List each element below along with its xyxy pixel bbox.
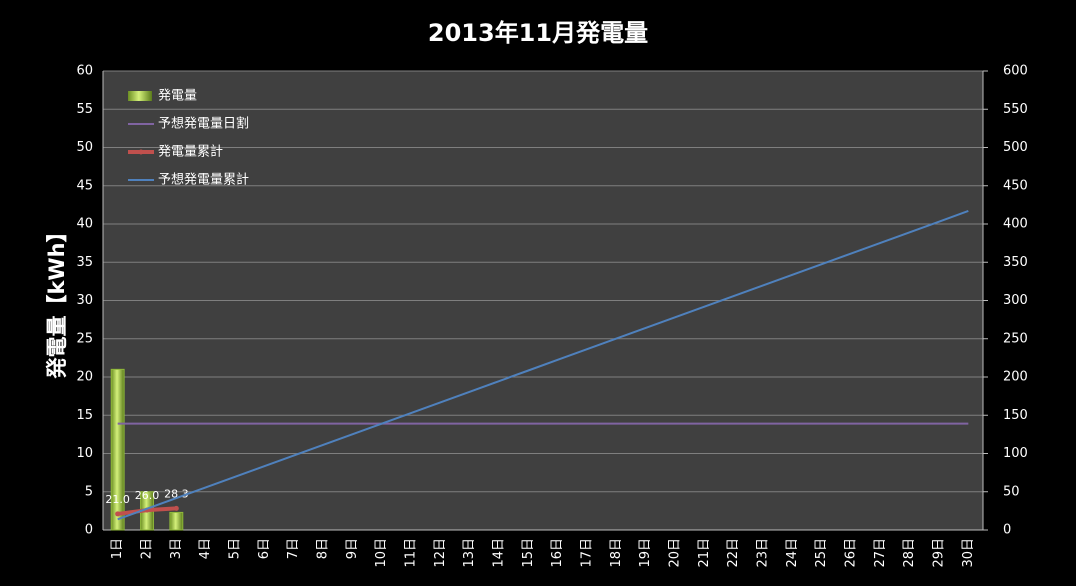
x-tick-label: 19日 xyxy=(638,538,653,568)
y-tick-label: 50 xyxy=(76,140,93,155)
x-tick-label: 23日 xyxy=(756,538,771,568)
x-tick-label: 1日 xyxy=(110,538,125,559)
y2-tick-label: 600 xyxy=(1003,64,1028,79)
x-tick-label: 6日 xyxy=(257,538,272,559)
x-tick-label: 5日 xyxy=(228,538,243,559)
data-label: 26.0 xyxy=(135,489,160,502)
y2-tick-label: 350 xyxy=(1003,255,1028,270)
x-tick-label: 21日 xyxy=(697,538,712,568)
y-tick-label: 15 xyxy=(76,408,93,423)
x-tick-label: 8日 xyxy=(316,538,331,559)
x-tick-label: 25日 xyxy=(814,538,829,568)
line xyxy=(117,210,969,521)
legend-label: 発電量累計 xyxy=(158,144,223,160)
legend-swatch xyxy=(128,91,152,101)
y-tick-label: 30 xyxy=(76,293,93,308)
x-tick-label: 14日 xyxy=(492,538,507,568)
x-tick-label: 22日 xyxy=(726,538,741,568)
x-tick-label: 16日 xyxy=(550,538,565,568)
x-tick-label: 17日 xyxy=(580,538,595,568)
y-tick-label: 40 xyxy=(76,217,93,232)
x-tick-label: 13日 xyxy=(462,538,477,568)
y-tick-label: 10 xyxy=(76,446,93,461)
y2-tick-label: 100 xyxy=(1003,446,1028,461)
x-tick-label: 15日 xyxy=(521,538,536,568)
y-tick-label: 20 xyxy=(76,370,93,385)
chart-title: 2013年11月発電量 xyxy=(428,19,648,47)
x-tick-label: 3日 xyxy=(169,538,184,559)
legend-label: 予想発電量日割 xyxy=(158,116,249,132)
x-tick-label: 9日 xyxy=(345,538,360,559)
y2-tick-label: 300 xyxy=(1003,293,1028,308)
bar xyxy=(169,511,184,531)
y2-tick-label: 550 xyxy=(1003,102,1028,117)
y-axis-label: 発電量【kWh】 xyxy=(45,221,69,379)
x-tick-label: 2日 xyxy=(140,538,155,559)
x-tick-label: 30日 xyxy=(961,538,976,568)
y2-tick-label: 200 xyxy=(1003,370,1028,385)
x-tick-label: 10日 xyxy=(374,538,389,568)
y-tick-label: 55 xyxy=(76,102,93,117)
y-tick-label: 35 xyxy=(76,255,93,270)
x-tick-label: 4日 xyxy=(198,538,213,559)
x-tick-label: 12日 xyxy=(433,538,448,568)
y2-tick-label: 400 xyxy=(1003,217,1028,232)
y-tick-label: 5 xyxy=(85,484,93,499)
y-tick-label: 60 xyxy=(76,64,93,79)
x-tick-label: 11日 xyxy=(404,538,419,568)
y2-tick-label: 150 xyxy=(1003,408,1028,423)
data-label: 21.0 xyxy=(105,493,130,506)
y-tick-label: 45 xyxy=(76,178,93,193)
marker xyxy=(173,505,179,511)
marker xyxy=(115,511,121,517)
y-tick-label: 25 xyxy=(76,331,93,346)
legend-marker xyxy=(138,149,144,155)
x-tick-label: 24日 xyxy=(785,538,800,568)
legend-label: 予想発電量累計 xyxy=(158,172,249,188)
legend-label: 発電量 xyxy=(158,89,197,104)
y2-tick-label: 0 xyxy=(1003,523,1011,538)
x-tick-label: 28日 xyxy=(902,538,917,568)
x-tick-label: 20日 xyxy=(668,538,683,568)
x-tick-label: 7日 xyxy=(286,538,301,559)
y2-tick-label: 450 xyxy=(1003,178,1028,193)
y2-tick-label: 500 xyxy=(1003,140,1028,155)
x-tick-label: 29日 xyxy=(932,538,947,568)
data-label: 28.3 xyxy=(164,487,189,500)
y2-tick-label: 250 xyxy=(1003,331,1028,346)
y-tick-label: 0 xyxy=(85,523,93,538)
x-tick-label: 18日 xyxy=(609,538,624,568)
y2-tick-label: 50 xyxy=(1003,484,1020,499)
bar xyxy=(110,368,125,531)
x-tick-label: 27日 xyxy=(873,538,888,568)
x-tick-label: 26日 xyxy=(844,538,859,568)
